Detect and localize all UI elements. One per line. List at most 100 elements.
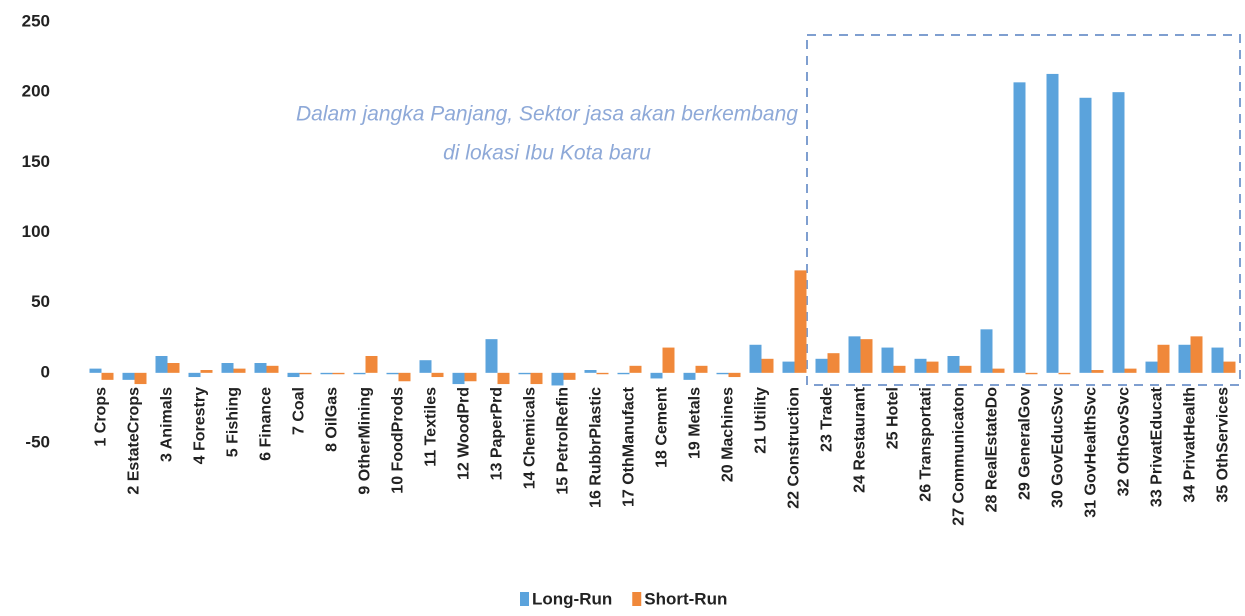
x-tick-label: 32 OthGovSvc — [1116, 387, 1133, 496]
bar — [398, 372, 411, 382]
bar — [683, 372, 696, 380]
annotation: Dalam jangka Panjang, Sektor jasa akan b… — [296, 103, 798, 126]
bar — [881, 347, 894, 373]
x-tick-label: 22 Construction — [786, 387, 803, 509]
bar — [959, 365, 972, 373]
bar — [980, 329, 993, 373]
bar — [782, 361, 795, 373]
bar — [101, 372, 114, 380]
bar — [266, 365, 279, 373]
bar — [1079, 97, 1092, 373]
y-tick-label: 100 — [22, 222, 50, 241]
x-tick-label: 3 Animals — [159, 387, 176, 462]
bar — [299, 372, 312, 375]
bar — [947, 355, 960, 373]
bar — [848, 336, 861, 373]
bar — [254, 363, 267, 373]
bar — [893, 365, 906, 373]
bar — [827, 353, 840, 373]
bar — [1091, 370, 1104, 373]
bar — [860, 339, 873, 373]
x-tick-label: 34 PrivatHealth — [1182, 387, 1199, 503]
x-tick-label: 5 Fishing — [225, 387, 242, 457]
x-tick-label: 35 OthServices — [1215, 387, 1232, 503]
bar — [650, 372, 663, 379]
y-tick-label: 150 — [22, 152, 50, 171]
bar — [1145, 361, 1158, 373]
x-tick-label: 9 OtherMining — [357, 387, 374, 495]
bar — [419, 360, 432, 373]
bar — [1046, 73, 1059, 373]
bar — [926, 361, 939, 373]
bar — [1124, 368, 1137, 373]
bar — [1013, 82, 1026, 373]
x-tick-label: 15 PetrolRefin — [555, 387, 572, 495]
bar — [386, 372, 399, 375]
bar — [1178, 344, 1191, 373]
bar — [464, 372, 477, 382]
legend-swatch — [520, 592, 529, 606]
x-tick-label: 4 Forestry — [192, 387, 209, 464]
bar — [167, 363, 180, 373]
y-tick-label: 50 — [31, 292, 50, 311]
bar — [551, 372, 564, 386]
bar — [221, 363, 234, 373]
annotation: di lokasi Ibu Kota baru — [443, 142, 651, 165]
legend-label: Long-Run — [532, 589, 612, 608]
bar — [332, 372, 345, 375]
bar — [749, 344, 762, 373]
y-tick-label: 0 — [41, 362, 50, 381]
bar — [815, 358, 828, 373]
x-tick-label: 18 Cement — [654, 386, 671, 468]
x-tick-label: 21 Utility — [753, 387, 770, 454]
bar — [188, 372, 201, 378]
bar — [134, 372, 147, 385]
bar — [695, 365, 708, 373]
legend-swatch — [632, 592, 642, 606]
bar — [287, 372, 300, 378]
x-tick-label: 29 GeneralGov — [1017, 387, 1034, 500]
highlight-box — [806, 34, 1241, 386]
x-tick-label: 14 Chemicals — [522, 387, 539, 489]
bar — [353, 372, 366, 375]
x-tick-label: 8 OilGas — [324, 387, 341, 452]
bar — [662, 347, 675, 373]
bar — [1223, 361, 1236, 373]
x-tick-label: 33 PrivatEducat — [1149, 386, 1166, 507]
bar — [497, 372, 510, 385]
bar — [1211, 347, 1224, 373]
bar — [629, 365, 642, 373]
x-tick-label: 13 PaperPrd — [489, 387, 506, 480]
x-tick-label: 16 RubbrPlastic — [588, 387, 605, 508]
x-tick-label: 10 FoodProds — [390, 387, 407, 494]
bar — [431, 372, 444, 378]
bar — [233, 368, 246, 373]
x-tick-label: 23 Trade — [819, 387, 836, 452]
x-tick-label: 11 Textiles — [423, 387, 440, 467]
bar — [728, 372, 741, 378]
bar — [1190, 336, 1203, 373]
bar — [761, 358, 774, 373]
legend-label: Short-Run — [644, 589, 727, 608]
bar — [1157, 344, 1170, 373]
x-tick-label: 25 Hotel — [885, 387, 902, 449]
x-tick-label: 26 Transportati — [918, 387, 935, 502]
x-tick-label: 1 Crops — [93, 387, 110, 447]
bar — [1058, 372, 1071, 375]
bar — [485, 339, 498, 373]
x-tick-label: 24 Restaurant — [852, 386, 869, 492]
bar — [122, 372, 135, 380]
bar — [992, 368, 1005, 373]
bar — [794, 270, 807, 373]
bar — [89, 368, 102, 373]
x-tick-label: 30 GovEducSvc — [1050, 387, 1067, 508]
bar — [1112, 92, 1125, 373]
x-tick-label: 2 EstateCrops — [126, 387, 143, 495]
bar — [530, 372, 543, 385]
bar — [200, 370, 213, 373]
bar — [914, 358, 927, 373]
bar — [617, 372, 630, 375]
bar — [1025, 372, 1038, 375]
x-tick-label: 28 RealEstateDo — [984, 387, 1001, 513]
